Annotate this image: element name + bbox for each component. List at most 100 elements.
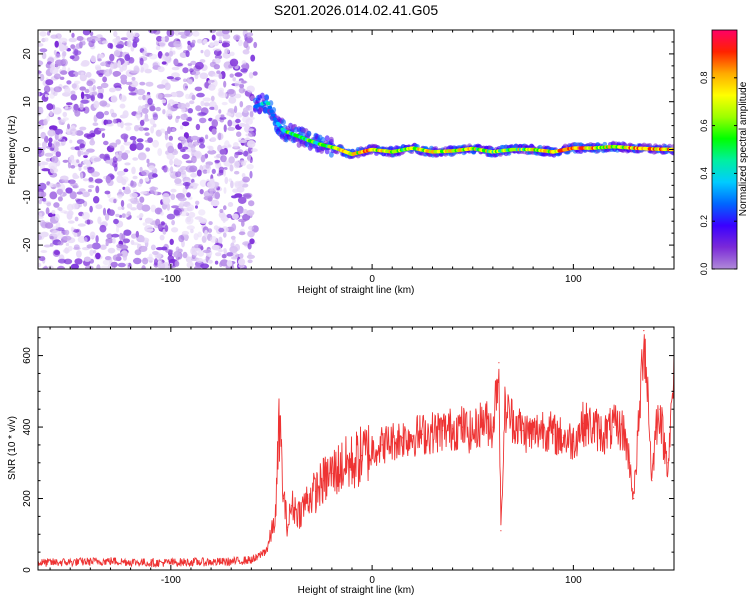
noise-blob [38,142,42,147]
x-tick-label: -100 [161,575,181,586]
noise-blob [68,156,75,164]
noise-blob [249,170,253,179]
noise-blob [218,166,225,174]
noise-blob [171,219,176,226]
noise-blob [240,68,248,73]
noise-blob [218,73,223,80]
noise-blob [98,73,104,78]
snr-series-line [38,334,674,568]
noise-blob [210,137,217,142]
noise-blob [165,52,170,57]
noise-blob [196,169,202,177]
snr-point [663,444,665,446]
noise-blob [177,102,187,110]
noise-blob [41,52,47,60]
noise-blob [77,149,82,157]
noise-blob [204,49,211,58]
snr-point [381,444,383,446]
noise-blob [191,94,196,101]
noise-blob [175,171,182,178]
noise-blob [113,50,121,57]
noise-blob [171,66,180,71]
noise-blob [120,200,125,207]
noise-blob [197,112,207,117]
noise-blob [199,143,206,149]
noise-blob [248,131,255,138]
noise-blob [141,169,150,177]
noise-blob [57,196,63,202]
colorbar-label: Normalized spectral amplitude [738,81,749,216]
noise-blob [223,124,227,133]
snr-point [572,440,575,442]
noise-blob [52,183,62,188]
noise-blob [116,175,124,184]
noise-blob [69,73,76,78]
track-halo [602,141,608,147]
noise-blob [120,133,129,140]
snr-point [462,426,464,428]
noise-blob [200,154,206,163]
noise-blob [123,141,132,146]
noise-blob [122,110,129,118]
noise-blob [147,98,153,105]
noise-blob [190,173,198,178]
noise-blob [87,166,93,170]
noise-blob [191,155,197,164]
noise-blob [182,83,188,91]
noise-blob [209,30,216,34]
noise-blob [75,198,85,204]
snr-point [150,562,152,564]
noise-blob [206,169,210,174]
snr-point [639,408,641,410]
noise-blob [242,213,251,221]
noise-blob [121,206,125,210]
noise-blob [227,202,234,207]
noise-blob [69,128,78,137]
noise-blob [83,165,89,170]
noise-blob [38,60,44,66]
snr-point [391,440,393,442]
noise-blob [229,164,234,172]
noise-blob [97,92,103,99]
noise-blob [232,252,239,259]
noise-blob [199,179,208,187]
colorbar-tick-label: 0.0 [699,263,709,276]
noise-blob [222,33,231,40]
noise-blob [164,35,170,43]
noise-blob [210,199,220,207]
noise-blob [40,191,47,198]
noise-blob [60,70,68,75]
noise-blob [167,145,175,154]
noise-blob [232,188,239,193]
noise-blob [110,95,118,103]
noise-blob [233,160,240,169]
noise-blob [141,265,146,269]
noise-blob [234,93,242,99]
noise-blob [242,176,251,183]
noise-blob [148,30,157,34]
noise-blob [73,184,79,189]
noise-blob [105,119,113,125]
snr-point [307,497,309,500]
noise-blob [124,186,131,192]
snr-point [582,422,585,425]
noise-blob [93,157,101,162]
noise-blob [180,113,189,121]
noise-blob [38,199,42,205]
noise-blob [97,58,102,62]
noise-blob [218,109,222,114]
noise-blob [40,250,48,253]
noise-blob [148,165,156,171]
noise-blob [57,241,64,246]
noise-blob [102,259,110,266]
noise-blob [166,76,174,80]
snr-ylabel: SNR (10 * v/v) [7,416,18,480]
noise-blob [246,32,254,37]
noise-blob [116,243,123,249]
noise-blob [110,62,114,71]
noise-blob [196,38,203,44]
noise-blob [66,203,74,211]
noise-blob [201,235,207,243]
noise-blob [139,166,143,173]
noise-blob [74,258,83,265]
